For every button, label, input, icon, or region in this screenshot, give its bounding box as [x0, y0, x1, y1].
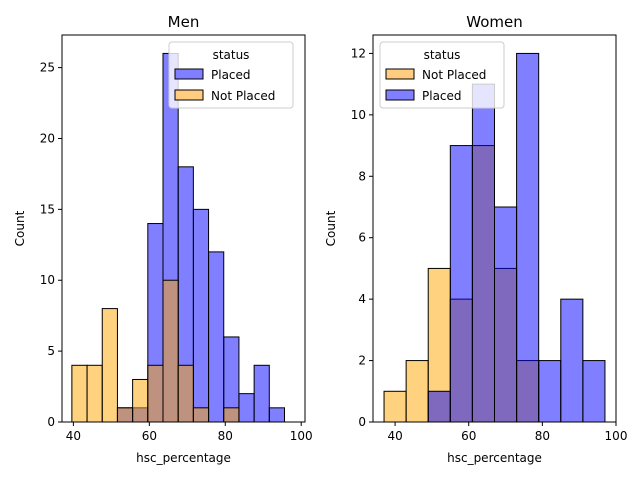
bar-not-placed-1 [86, 364, 103, 423]
x-tick-label: 60 [461, 429, 476, 443]
legend-label-not-placed: Not Placed [211, 89, 275, 103]
y-tick-label: 5 [47, 344, 55, 358]
x-tick-label: 40 [66, 429, 81, 443]
bar-placed-1 [449, 145, 473, 423]
x-tick-label: 60 [142, 429, 157, 443]
bar-placed-7 [582, 360, 606, 423]
legend-title: status [213, 48, 250, 62]
x-tick-label: 100 [290, 429, 313, 443]
y-tick-label: 8 [358, 169, 366, 183]
y-tick-label: 0 [358, 415, 366, 429]
women-chart-panel: 40 60 80 100 0 2 4 6 8 10 12 Women hsc_percentage Cou… [324, 13, 627, 465]
bar-placed-6 [560, 298, 584, 423]
plot-frame [61, 34, 306, 423]
chart-title: Women [466, 13, 522, 31]
bar-not-placed-9 [223, 407, 240, 423]
legend-label-placed: Placed [211, 68, 251, 82]
bar-not-placed-2 [101, 308, 118, 423]
bar-placed-3 [494, 206, 518, 423]
bar-not-placed-7 [177, 364, 194, 423]
legend-swatch-placed [385, 89, 415, 101]
legend-label-placed: Placed [422, 89, 462, 103]
y-tick-label: 2 [358, 354, 366, 368]
chart-title: Men [168, 13, 200, 31]
bar-not-placed-6 [162, 279, 179, 423]
y-tick-label: 20 [40, 131, 55, 145]
bar-placed-2 [471, 83, 495, 423]
bar-placed-4 [516, 52, 540, 423]
x-tick-label: 100 [605, 429, 628, 443]
legend: status Not Placed Placed [379, 41, 505, 109]
bar-placed-5 [538, 360, 562, 423]
bar-placed-8 [238, 393, 255, 423]
y-tick-label: 6 [358, 231, 366, 245]
legend-swatch-not-placed [174, 89, 204, 101]
bar-not-placed-1 [405, 360, 429, 423]
men-chart-panel: 40 60 80 100 0 5 10 15 20 25 Men hsc_percentage Coun… [13, 13, 313, 465]
y-tick-label: 4 [358, 292, 366, 306]
y-axis-label: Count [13, 210, 27, 246]
bar-not-placed-3 [116, 407, 134, 423]
y-tick-label: 15 [40, 202, 55, 216]
legend-swatch-not-placed [385, 68, 415, 80]
bar-not-placed-8 [192, 407, 210, 423]
y-tick-label: 10 [351, 108, 366, 122]
legend-swatch-placed [174, 68, 204, 80]
legend-label-not-placed: Not Placed [422, 68, 486, 82]
x-axis-label: hsc_percentage [136, 451, 231, 465]
y-tick-label: 12 [351, 46, 366, 60]
legend: status Placed Not Placed [168, 41, 294, 109]
bar-placed-9 [253, 364, 270, 423]
bar-placed-10 [268, 407, 285, 423]
x-tick-label: 40 [387, 429, 402, 443]
bar-not-placed-4 [132, 378, 149, 423]
bar-not-placed-5 [147, 364, 164, 423]
plot-frame [372, 34, 617, 423]
bar-placed-6 [208, 251, 225, 423]
x-tick-label: 80 [535, 429, 550, 443]
y-tick-label: 25 [40, 61, 55, 75]
y-tick-label: 10 [40, 273, 55, 287]
legend-title: status [424, 48, 461, 62]
bar-placed-0 [427, 390, 451, 423]
bar-not-placed-0 [383, 390, 407, 423]
y-axis-label: Count [324, 210, 338, 246]
x-axis-label: hsc_percentage [447, 451, 542, 465]
bar-not-placed-0 [71, 364, 88, 423]
y-tick-label: 0 [47, 415, 55, 429]
x-tick-label: 80 [218, 429, 233, 443]
bar-placed-5 [192, 208, 210, 423]
